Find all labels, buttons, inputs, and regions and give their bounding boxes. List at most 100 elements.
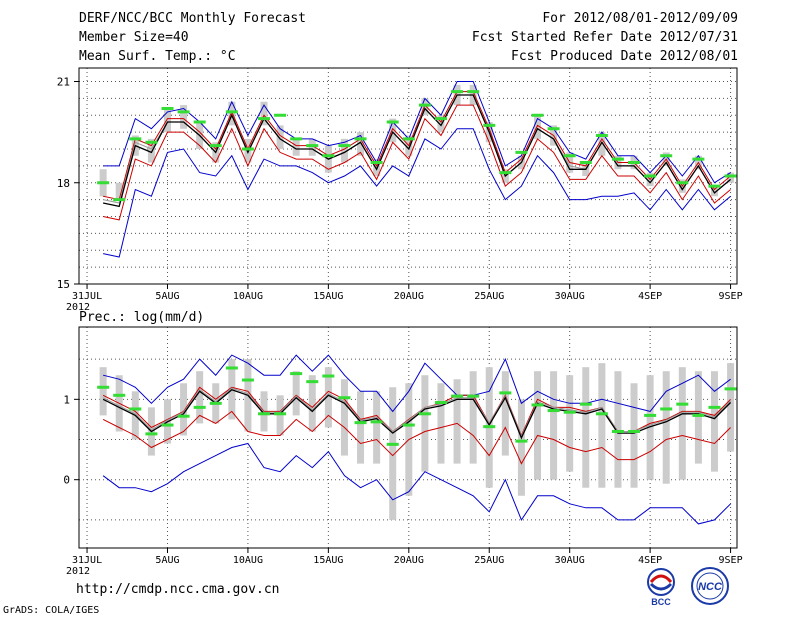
observed-marker [628,161,641,164]
observed-marker [338,144,351,148]
observed-marker [209,144,222,148]
svg-text:BCC: BCC [651,597,671,606]
observed-marker [708,405,721,409]
observed-marker [129,137,142,141]
series-line-mean [102,388,732,440]
spread-box [324,367,332,428]
series-line-min [102,442,731,525]
forecast-start-date: Fcst Started Refer Date 2012/07/31 [471,30,738,45]
x-tick-label: 20AUG [394,555,424,566]
x-tick-label: 9SEP [719,291,743,302]
observed-marker [628,429,641,433]
y-tick-label: 0 [63,474,70,487]
x-tick-label: 5AUG [155,555,179,566]
forecast-period: For 2012/08/01-2012/09/09 [542,11,738,26]
observed-marker [547,127,560,131]
spread-box [534,115,542,139]
spread-box [260,101,268,126]
spread-box [421,98,429,116]
spread-box [340,138,348,163]
observed-marker [209,401,222,405]
spread-box [678,367,686,480]
observed-marker [611,157,624,161]
observed-marker [402,423,415,427]
observed-marker [692,157,705,161]
series-line-max [102,354,731,413]
observed-marker [563,410,576,414]
observed-marker [724,174,737,178]
observed-marker [644,174,657,178]
observed-marker [306,380,319,384]
observed-marker [418,412,431,416]
observed-marker [97,385,110,389]
series-line-min [102,128,731,258]
observed-marker [499,391,512,395]
spread-box [453,379,461,464]
spread-box [308,375,316,432]
observed-marker [177,414,190,418]
spread-box [662,371,670,484]
x-tick-label: 9SEP [719,555,743,566]
spread-box [550,371,558,480]
spread-box [373,159,381,176]
observed-marker [129,407,142,411]
spread-box [308,138,316,156]
series-line-mean [102,94,732,208]
svg-text:NCC: NCC [698,581,723,593]
precip-panel-title: Prec.: log(mm/d) [79,310,205,325]
x-tick-label: 20AUG [394,291,424,302]
observed-marker [322,154,335,158]
spread-box [373,391,381,464]
observed-marker [354,137,367,141]
spread-box [276,125,284,149]
series-line-upper [102,91,731,201]
observed-marker [547,409,560,413]
bcc-logo: BCC [647,568,675,606]
spread-box [582,367,590,488]
observed-marker [258,117,271,121]
observed-marker [274,113,287,117]
observed-marker [483,123,496,127]
x-tick-label: 10AUG [233,291,263,302]
observed-marker [644,413,657,417]
observed-marker [386,120,399,124]
spread-box [228,101,236,126]
x-tick-label: 15AUG [313,555,343,566]
spread-box [598,363,606,488]
ncc-logo: NCC [691,567,729,605]
x-tick-label: 25AUG [474,291,504,302]
observed-marker [531,113,544,117]
observed-marker [483,425,496,429]
spread-box [196,371,204,424]
observed-marker [708,184,721,188]
observed-marker [338,396,351,400]
spread-box [292,371,300,416]
spread-box [646,375,654,480]
plot-frame [78,67,738,285]
spread-box [517,399,525,496]
source-url[interactable]: http://cmdp.ncc.cma.gov.cn [76,582,280,597]
observed-marker [434,117,447,121]
observed-marker [402,137,415,141]
observed-marker [563,154,576,158]
spread-box [710,186,718,197]
observed-marker [161,107,174,110]
series-line-median [102,387,731,438]
x-tick-label: 4SEP [638,291,662,302]
variable-label: Mean Surf. Temp.: °C [79,49,236,64]
observed-marker [258,412,271,416]
observed-marker [97,181,110,185]
spread-box [566,375,574,472]
observed-marker [611,429,624,433]
series-line-max [103,81,731,184]
spread-box [694,371,702,464]
spread-box [421,375,429,472]
y-tick-label: 21 [57,76,70,89]
observed-marker [595,134,608,137]
observed-marker [676,402,689,406]
x-tick-label: 30AUG [555,291,585,302]
year-label: 2012 [66,302,90,313]
observed-marker [161,423,174,427]
series-line-lower [102,104,731,221]
